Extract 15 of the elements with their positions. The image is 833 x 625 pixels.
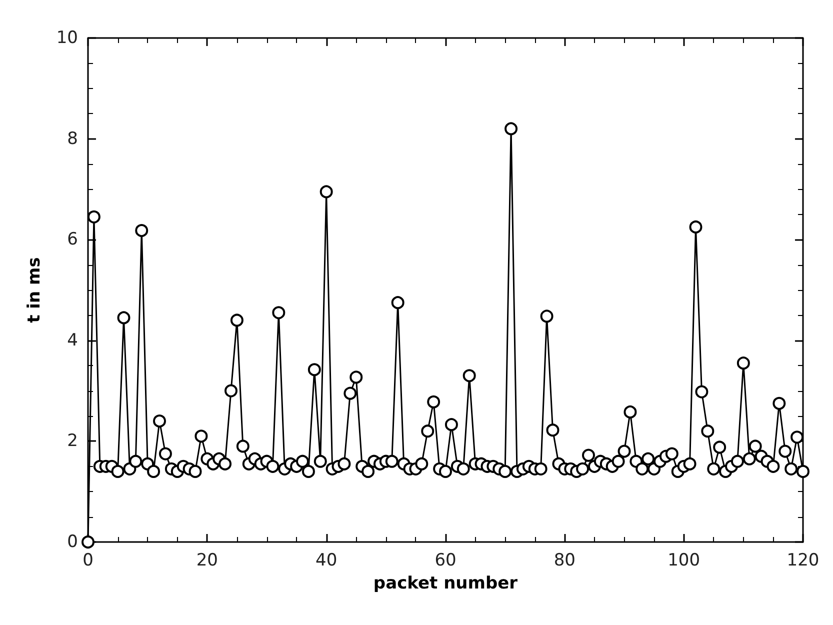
x-tick-label: 20: [196, 550, 218, 570]
x-tick-label: 0: [82, 550, 94, 570]
y-tick-label: 6: [67, 230, 78, 250]
x-tick-label: 100: [668, 550, 700, 570]
y-tick-label: 10: [56, 28, 78, 48]
x-axis-title: packet number: [373, 574, 518, 594]
y-tick-label: 2: [67, 431, 78, 452]
x-tick-label: 40: [316, 550, 338, 570]
x-tick-label: 120: [786, 550, 820, 570]
x-tick-label: 60: [434, 550, 456, 570]
y-tick-label: 4: [67, 330, 78, 350]
y-axis-title: t in ms: [24, 257, 44, 323]
y-tick-label: 8: [67, 128, 78, 149]
y-tick-label: 0: [67, 532, 78, 552]
x-tick-label: 80: [554, 550, 576, 570]
